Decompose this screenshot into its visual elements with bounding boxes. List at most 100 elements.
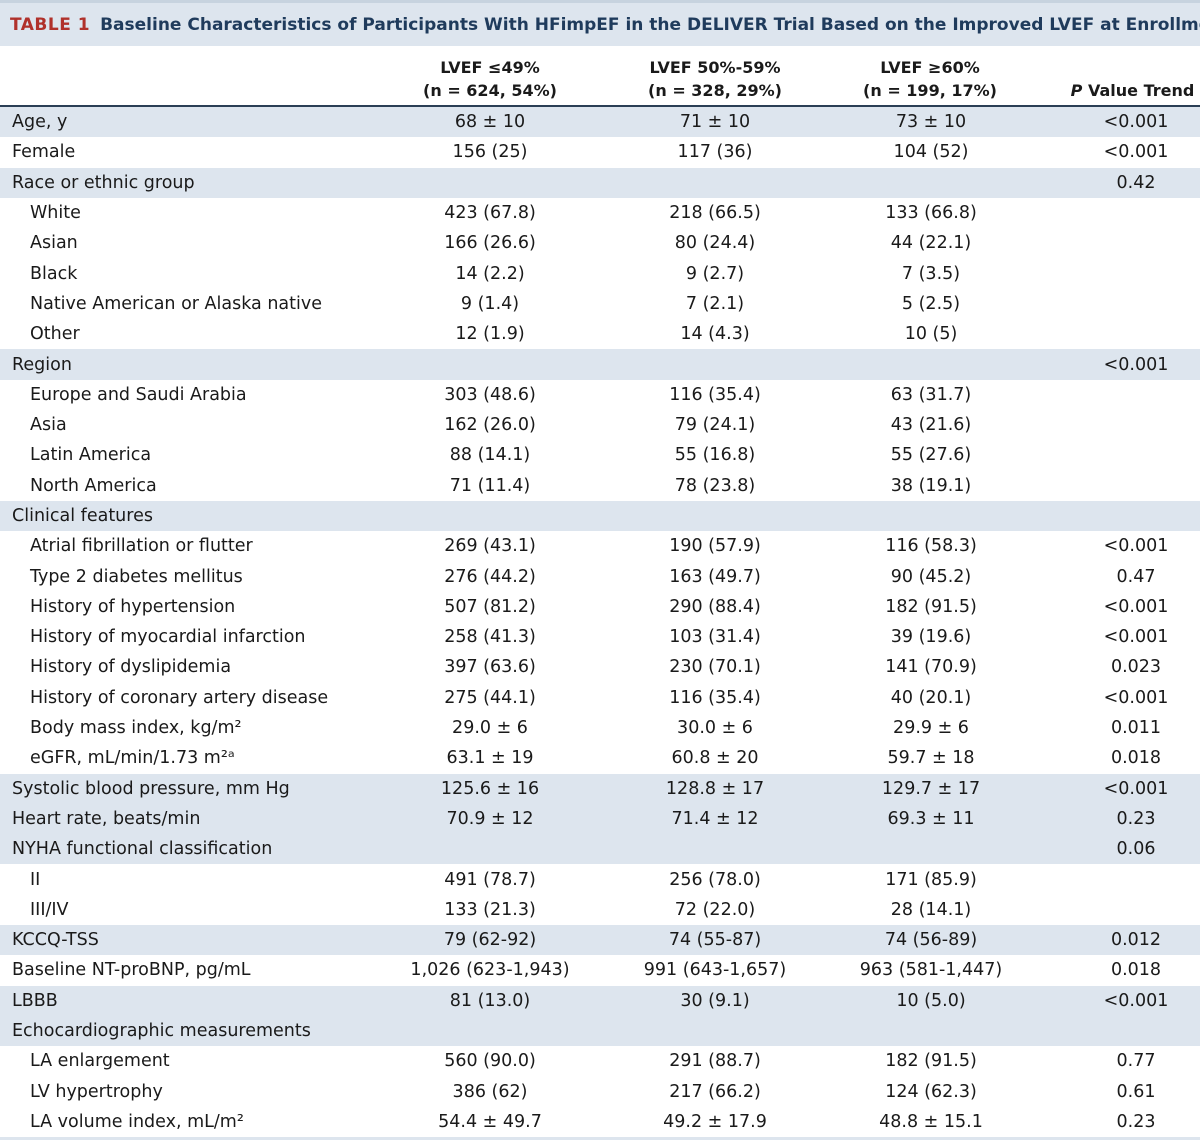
table-row: NYHA functional classification 0.06 [0, 834, 1200, 865]
table-row: LBBB 81 (13.0) 30 (9.1) 10 (5.0) <0.001 [0, 985, 1200, 1016]
cell-p-value: 0.42 [1116, 172, 1156, 193]
cell-lvef-le49: 125.6 ± 16 [440, 778, 540, 799]
table-row: History of coronary artery disease 275 (4… [0, 683, 1200, 713]
table-row: Asia 162 (26.0) 79 (24.1) 43 (21.6) [0, 410, 1200, 440]
table-row: North America 71 (11.4) 78 (23.8) 38 (19.1) [0, 471, 1200, 501]
table-body: Age, y 68 ± 10 71 ± 10 73 ± 10 <0.001 Female 1… [0, 107, 1200, 1137]
cell-lvef-le49: 1,026 (623-1,943) [410, 960, 570, 981]
cell-lvef-50-59: 9 (2.7) [685, 263, 745, 284]
cell-lvef-le49: 71 (11.4) [449, 475, 531, 496]
row-label: III/IV [30, 899, 69, 920]
table-row: Age, y 68 ± 10 71 ± 10 73 ± 10 <0.001 [0, 107, 1200, 138]
table-row: eGFR, mL/min/1.73 m²ᵃ 63.1 ± 19 60.8 ± 20 5… [0, 743, 1200, 773]
row-label: II [30, 869, 41, 890]
cell-lvef-ge60: 43 (21.6) [890, 415, 972, 436]
cell-lvef-50-59: 7 (2.1) [685, 293, 745, 314]
cell-p-value: 0.77 [1116, 1051, 1156, 1072]
table-row: II 491 (78.7) 256 (78.0) 171 (85.9) [0, 864, 1200, 894]
cell-lvef-le49: 491 (78.7) [444, 869, 536, 890]
row-label: History of coronary artery disease [30, 687, 329, 708]
cell-lvef-50-59: 71.4 ± 12 [671, 808, 759, 829]
cell-lvef-50-59: 30 (9.1) [680, 990, 750, 1011]
cell-lvef-le49: 63.1 ± 19 [446, 748, 534, 769]
table-number: TABLE 1 [10, 14, 91, 35]
cell-lvef-ge60: 104 (52) [893, 142, 969, 163]
table-row: Clinical features [0, 500, 1200, 532]
cell-p-value: 0.011 [1110, 718, 1162, 739]
cell-lvef-le49: 162 (26.0) [444, 415, 536, 436]
cell-lvef-50-59: 217 (66.2) [669, 1081, 761, 1102]
cell-lvef-50-59: 117 (36) [677, 142, 753, 163]
cell-lvef-50-59: 30.0 ± 6 [677, 718, 753, 739]
row-label: North America [30, 475, 157, 496]
table-row: Echocardiographic measurements [0, 1015, 1200, 1047]
table-row: Europe and Saudi Arabia 303 (48.6) 116 (35… [0, 380, 1200, 410]
cell-lvef-le49: 166 (26.6) [444, 233, 536, 254]
row-label: Type 2 diabetes mellitus [30, 566, 243, 587]
cell-lvef-le49: 156 (25) [452, 142, 528, 163]
table-row: Systolic blood pressure, mm Hg 125.6 ± 16… [0, 773, 1200, 804]
table-row: History of myocardial infarction 258 (41.… [0, 622, 1200, 652]
cell-lvef-50-59: 78 (23.8) [674, 475, 756, 496]
row-label: LBBB [12, 990, 58, 1011]
cell-lvef-ge60: 29.9 ± 6 [893, 718, 969, 739]
table-row: Baseline NT-proBNP, pg/mL 1,026 (623-1,94… [0, 955, 1200, 985]
row-label: Native American or Alaska native [30, 293, 322, 314]
row-label: History of myocardial infarction [30, 627, 306, 648]
cell-lvef-le49: 9 (1.4) [460, 293, 520, 314]
table-title-bar: TABLE 1 Baseline Characteristics of Part… [0, 0, 1200, 46]
cell-lvef-le49: 276 (44.2) [444, 566, 536, 587]
cell-p-value: 0.018 [1110, 960, 1162, 981]
row-label: Echocardiographic measurements [12, 1021, 311, 1042]
table-row: Native American or Alaska native 9 (1.4) 7… [0, 289, 1200, 319]
table-row: Region <0.001 [0, 349, 1200, 380]
cell-lvef-ge60: 73 ± 10 [895, 112, 967, 133]
cell-lvef-ge60: 10 (5) [904, 324, 958, 345]
cell-lvef-le49: 88 (14.1) [449, 445, 531, 466]
cell-p-value: <0.001 [1103, 627, 1169, 648]
cell-lvef-ge60: 129.7 ± 17 [881, 778, 981, 799]
cell-lvef-ge60: 48.8 ± 15.1 [879, 1111, 983, 1132]
table-title: Baseline Characteristics of Participants… [100, 14, 1200, 35]
row-label: Asian [30, 233, 78, 254]
cell-lvef-ge60: 124 (62.3) [885, 1081, 977, 1102]
cell-p-value: 0.47 [1116, 566, 1156, 587]
column-header-lvef-ge60: LVEF ≥60% (n = 199, 17%) [863, 58, 997, 100]
row-label: Baseline NT-proBNP, pg/mL [12, 960, 251, 981]
cell-lvef-ge60: 963 (581-1,447) [859, 960, 1003, 981]
table-row: Body mass index, kg/m² 29.0 ± 6 30.0 ± 6 29… [0, 713, 1200, 743]
row-label: eGFR, mL/min/1.73 m²ᵃ [30, 748, 235, 769]
cell-lvef-50-59: 128.8 ± 17 [665, 778, 765, 799]
cell-p-value: <0.001 [1103, 536, 1169, 557]
cell-lvef-le49: 54.4 ± 49.7 [438, 1111, 542, 1132]
cell-lvef-ge60: 38 (19.1) [890, 475, 972, 496]
cell-lvef-le49: 14 (2.2) [455, 263, 525, 284]
cell-lvef-le49: 386 (62) [452, 1081, 528, 1102]
row-label: Other [30, 324, 80, 345]
cell-lvef-ge60: 133 (66.8) [885, 203, 977, 224]
cell-lvef-le49: 81 (13.0) [449, 990, 531, 1011]
cell-lvef-50-59: 991 (643-1,657) [643, 960, 787, 981]
table-row: White 423 (67.8) 218 (66.5) 133 (66.8) [0, 198, 1200, 228]
cell-lvef-le49: 70.9 ± 12 [446, 808, 534, 829]
row-label: Asia [30, 415, 67, 436]
cell-p-value: 0.23 [1116, 1111, 1156, 1132]
row-label: Clinical features [12, 506, 153, 526]
cell-p-value: <0.001 [1103, 687, 1169, 708]
cell-lvef-50-59: 14 (4.3) [680, 324, 750, 345]
cell-lvef-ge60: 39 (19.6) [890, 627, 972, 648]
cell-lvef-50-59: 116 (35.4) [669, 384, 761, 405]
row-label: History of dyslipidemia [30, 657, 232, 678]
cell-lvef-le49: 133 (21.3) [444, 899, 536, 920]
cell-lvef-ge60: 28 (14.1) [890, 899, 972, 920]
row-label: LA enlargement [30, 1051, 170, 1072]
cell-p-value: 0.06 [1116, 839, 1156, 860]
row-label: Systolic blood pressure, mm Hg [12, 778, 290, 799]
cell-lvef-le49: 79 (62-92) [443, 930, 537, 951]
cell-lvef-50-59: 72 (22.0) [674, 899, 756, 920]
table-header: LVEF ≤49% (n = 624, 54%) LVEF 50%-59% (n… [0, 46, 1200, 107]
cell-lvef-le49: 423 (67.8) [444, 203, 536, 224]
cell-lvef-50-59: 116 (35.4) [669, 687, 761, 708]
cell-lvef-ge60: 5 (2.5) [901, 293, 961, 314]
cell-p-value: 0.61 [1116, 1081, 1156, 1102]
